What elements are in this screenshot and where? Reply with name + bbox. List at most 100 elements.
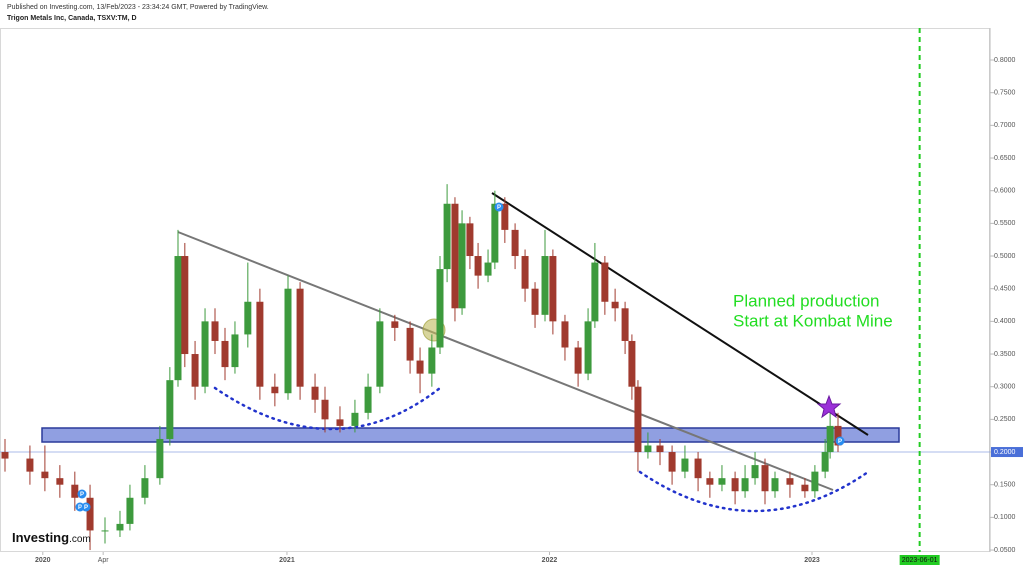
candle-body [166, 380, 174, 439]
x-tick-label: Apr [98, 557, 110, 564]
y-tick-label: 0.1000 [994, 514, 1016, 521]
y-tick-label: 0.6000 [994, 188, 1016, 195]
event-marker-label: P [80, 492, 84, 498]
candle-body [458, 223, 466, 309]
candle-body [584, 321, 592, 374]
event-marker [835, 436, 845, 446]
y-tick-label: 0.4000 [994, 318, 1016, 325]
candle-body [521, 256, 529, 289]
event-marker [81, 502, 91, 512]
candle-body [501, 203, 509, 230]
star-marker [816, 394, 842, 419]
candle-body [491, 203, 499, 263]
candle-body [141, 478, 149, 498]
event-marker-label: P [497, 205, 501, 211]
candle-body [231, 334, 239, 368]
candle-body [101, 530, 109, 532]
annotation: Start at Kombat Mine [733, 311, 893, 330]
y-tick-label: 0.3000 [994, 384, 1016, 391]
candle-body [801, 484, 809, 492]
candle-body [474, 256, 482, 276]
trend-line [177, 231, 834, 491]
candle-body [211, 321, 219, 341]
y-tick-label: 0.0500 [994, 547, 1016, 554]
x-tick-label: 2022 [542, 557, 558, 564]
candle-body [351, 412, 359, 426]
event-marker [494, 202, 504, 212]
candle-body [181, 256, 189, 355]
date-marker-label: 2023-06-01 [902, 557, 938, 564]
candle-body [56, 478, 64, 485]
candle-body [561, 321, 569, 348]
candle-body [549, 256, 557, 322]
candle-body [201, 321, 209, 387]
candle-body [761, 465, 769, 492]
candle-body [621, 308, 629, 341]
candle-body [771, 478, 779, 492]
candle-body [484, 262, 492, 276]
y-tick-label: 0.7500 [994, 90, 1016, 97]
candle-body [718, 478, 726, 485]
candle-body [436, 269, 444, 348]
y-tick-label: 0.7000 [994, 122, 1016, 129]
candle-body [221, 340, 229, 368]
candle-body [574, 347, 582, 374]
plot-frame [0, 28, 990, 552]
candle-body [786, 478, 794, 485]
candle-body [541, 256, 549, 315]
y-tick-label: 0.4500 [994, 286, 1016, 293]
candle-body [531, 288, 539, 315]
candle-body [428, 347, 436, 374]
watermark-suffix: .com [69, 534, 91, 545]
candle-body [296, 288, 304, 387]
resistance-line [491, 192, 869, 436]
candle-body [451, 203, 459, 309]
chart-subtitle: Published on Investing.com, 13/Feb/2023 … [7, 4, 269, 11]
candle-body [86, 497, 94, 531]
candle-body [416, 360, 424, 374]
candle-body [443, 203, 451, 270]
candle-body [611, 301, 619, 309]
y-tick-label: 0.8000 [994, 57, 1016, 64]
candle-body [834, 425, 842, 446]
candle-body [668, 452, 676, 472]
y-tick-label: 0.1500 [994, 482, 1016, 489]
candle-body [591, 262, 599, 322]
candle-body [811, 471, 819, 492]
y-tick-label: 0.2500 [994, 416, 1016, 423]
event-marker-label: P [84, 505, 88, 511]
candle-body [628, 340, 636, 387]
candle-body [126, 497, 134, 524]
candle-body [71, 484, 79, 498]
candle-body [41, 471, 49, 479]
candle-body [644, 445, 652, 453]
candle-body [26, 458, 34, 472]
y-tick-label: 0.5000 [994, 253, 1016, 260]
candle-body [271, 386, 279, 394]
y-tick-label: 0.5500 [994, 220, 1016, 227]
candle-body [191, 354, 199, 387]
x-tick-label: 2021 [279, 557, 295, 564]
candle-body [364, 386, 372, 413]
x-tick-label: 2023 [804, 557, 820, 564]
event-marker-label: P [838, 439, 842, 445]
candle-body [256, 301, 264, 387]
candle-body [681, 458, 689, 472]
candle-body [284, 288, 292, 394]
chart-title: Trigon Metals Inc, Canada, TSXV:TM, D [7, 15, 137, 22]
candle-body [706, 478, 714, 485]
watermark: Investing.com [12, 530, 91, 545]
candle-body [336, 419, 344, 426]
candle-body [156, 438, 164, 479]
candle-body [694, 458, 702, 479]
candle-body [406, 327, 414, 361]
candle-body [656, 445, 664, 453]
candle-body [511, 229, 519, 257]
candle-body [1, 452, 9, 459]
candle-body [466, 223, 474, 257]
price-label-box [991, 447, 1023, 458]
watermark-text: Investing [12, 530, 69, 545]
candle-body [821, 452, 829, 472]
